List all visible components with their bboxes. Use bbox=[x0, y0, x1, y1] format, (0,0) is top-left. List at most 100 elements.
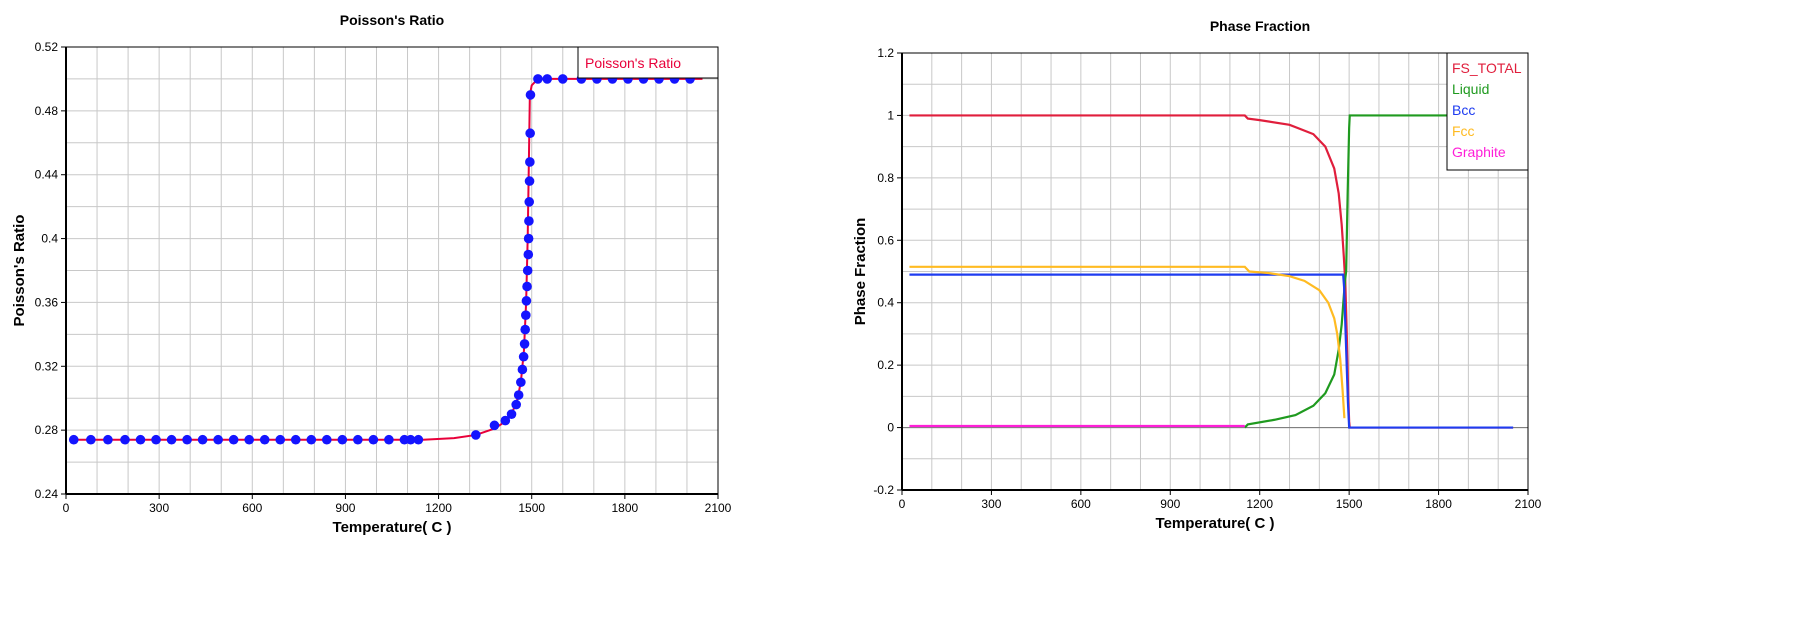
poissons-ratio-data-point bbox=[244, 434, 254, 445]
right-x-axis-title: Temperature( C ) bbox=[1156, 515, 1275, 532]
left-legend-box bbox=[577, 46, 719, 79]
poissons-ratio-data-point bbox=[533, 74, 543, 84]
right-y-tick-label: 0 bbox=[887, 421, 894, 435]
poissons-ratio-data-point bbox=[228, 434, 239, 445]
poissons-ratio-data-point bbox=[519, 339, 530, 349]
right-x-tick-label: 2100 bbox=[1515, 497, 1542, 511]
poissons-ratio-series-line bbox=[73, 77, 703, 441]
poissons-ratio-data-point bbox=[471, 430, 481, 440]
poissons-ratio-data-point bbox=[135, 434, 146, 445]
poissons-ratio-data-point bbox=[557, 74, 568, 84]
left-x-tick-label: 1200 bbox=[425, 501, 452, 515]
right-y-axis-title: Phase Fraction bbox=[852, 218, 869, 326]
poissons-ratio-data-point bbox=[513, 390, 524, 400]
poissons-ratio-data-point bbox=[337, 434, 348, 445]
series-line-bcc bbox=[909, 273, 1514, 429]
left-legend-entry: Poisson's Ratio bbox=[585, 55, 681, 71]
left-x-tick-label: 0 bbox=[63, 501, 70, 515]
poissons-ratio-data-point bbox=[522, 281, 532, 292]
right-x-tick-label: 900 bbox=[1160, 497, 1180, 511]
series-line-fcc bbox=[909, 265, 1346, 419]
right-x-tick-label: 600 bbox=[1071, 497, 1091, 511]
left-y-tick-label: 0.28 bbox=[35, 423, 59, 437]
poissons-ratio-data-point bbox=[524, 216, 534, 226]
poissons-ratio-data-point bbox=[520, 324, 530, 335]
poissons-ratio-data-point bbox=[166, 434, 177, 445]
poissons-ratio-data-point bbox=[518, 351, 529, 362]
right-y-tick-label: 0.2 bbox=[877, 358, 894, 372]
left-x-tick-label: 600 bbox=[242, 501, 262, 515]
poissons-ratio-data-point bbox=[197, 434, 208, 445]
poissons-ratio-data-point bbox=[86, 434, 96, 445]
poissons-ratio-data-point bbox=[525, 128, 535, 139]
right-legend-box bbox=[1446, 52, 1529, 171]
poissons-ratio-data-point bbox=[322, 434, 332, 445]
poissons-ratio-data-point bbox=[517, 364, 528, 375]
left-y-tick-label: 0.48 bbox=[35, 104, 59, 118]
poissons-ratio-data-point bbox=[213, 434, 223, 445]
poissons-ratio-data-point bbox=[103, 434, 113, 445]
right-x-tick-label: 1500 bbox=[1336, 497, 1363, 511]
poissons-ratio-data-point bbox=[384, 434, 394, 445]
right-legend-entry: Liquid bbox=[1452, 81, 1489, 97]
right-x-tick-label: 0 bbox=[899, 497, 906, 511]
poissons-ratio-data-point bbox=[275, 434, 286, 445]
poissons-ratio-data-point bbox=[506, 409, 517, 419]
poissons-ratio-data-point bbox=[306, 434, 317, 445]
left-x-tick-label: 1800 bbox=[612, 501, 639, 515]
poissons-ratio-data-point bbox=[259, 434, 270, 445]
right-y-tick-label: 1.2 bbox=[877, 46, 894, 60]
poissons-ratio-data-point bbox=[353, 434, 363, 445]
right-legend-entry: FS_TOTAL bbox=[1452, 60, 1522, 76]
right-y-tick-label: -0.2 bbox=[873, 483, 894, 497]
right-x-tick-label: 1800 bbox=[1425, 497, 1452, 511]
right-y-tick-label: 0.6 bbox=[877, 233, 894, 247]
left-y-tick-label: 0.52 bbox=[35, 40, 59, 54]
poissons-ratio-data-point bbox=[521, 296, 532, 306]
phase-fraction-chart-svg: 0 300 600 900 1200 1500 1800 2100 -0.2 0 0.2 0.4 0.6… bbox=[852, 18, 1542, 532]
poissons-ratio-data-point bbox=[405, 434, 416, 445]
phase-fraction-chart: 0 300 600 900 1200 1500 1800 2100 -0.2 0 0.2 0.4 0.6… bbox=[852, 0, 1809, 641]
poissons-ratio-data-point bbox=[516, 377, 526, 388]
left-y-tick-label: 0.32 bbox=[35, 359, 59, 373]
left-y-tick-label: 0.4 bbox=[41, 232, 58, 246]
left-y-tick-label: 0.44 bbox=[35, 168, 59, 182]
right-y-tick-label: 1 bbox=[887, 108, 894, 122]
right-title: Phase Fraction bbox=[1210, 18, 1310, 34]
poissons-ratio-data-point bbox=[523, 233, 534, 244]
poissons-ratio-data-point bbox=[500, 415, 511, 426]
series-line-liquid bbox=[1244, 114, 1514, 429]
left-x-tick-label: 300 bbox=[149, 501, 169, 515]
poissons-ratio-data-point bbox=[290, 434, 301, 445]
poissons-ratio-data-point bbox=[368, 434, 379, 445]
left-y-tick-label: 0.24 bbox=[35, 487, 59, 501]
left-x-tick-label: 1500 bbox=[518, 501, 545, 515]
right-legend-entry: Fcc bbox=[1452, 123, 1475, 139]
right-x-tick-label: 300 bbox=[981, 497, 1001, 511]
poissons-ratio-data-point bbox=[489, 420, 500, 431]
poissons-ratio-data-point bbox=[182, 434, 192, 445]
left-x-tick-label: 900 bbox=[335, 501, 355, 515]
poissons-ratio-data-point bbox=[151, 434, 161, 445]
poissons-ratio-chart-svg: 0 300 600 900 1200 1500 1800 2100 0.24 0.28 0.32 0.… bbox=[11, 12, 732, 536]
poissons-ratio-data-point bbox=[523, 249, 534, 260]
right-y-tick-label: 0.8 bbox=[877, 171, 894, 185]
poissons-ratio-data-point bbox=[522, 265, 533, 276]
left-y-tick-label: 0.36 bbox=[35, 295, 59, 309]
poissons-ratio-data-point bbox=[413, 434, 424, 445]
left-x-tick-label: 2100 bbox=[705, 501, 732, 515]
poissons-ratio-data-point bbox=[521, 310, 531, 321]
poissons-ratio-data-point bbox=[524, 197, 535, 207]
right-legend-entry: Bcc bbox=[1452, 102, 1475, 118]
poissons-ratio-data-point bbox=[542, 74, 553, 84]
right-y-tick-label: 0.4 bbox=[877, 296, 894, 310]
poissons-ratio-data-point bbox=[524, 176, 535, 186]
poissons-ratio-data-point bbox=[120, 434, 130, 445]
right-x-tick-label: 1200 bbox=[1246, 497, 1273, 511]
poissons-ratio-chart: 0 300 600 900 1200 1500 1800 2100 0.24 0.28 0.32 0.… bbox=[0, 0, 900, 641]
right-legend-entry: Graphite bbox=[1452, 144, 1506, 160]
left-x-axis-title: Temperature( C ) bbox=[333, 519, 452, 536]
poissons-ratio-data-point bbox=[525, 157, 535, 167]
poissons-ratio-data-point bbox=[68, 434, 79, 445]
left-title: Poisson's Ratio bbox=[340, 12, 444, 28]
